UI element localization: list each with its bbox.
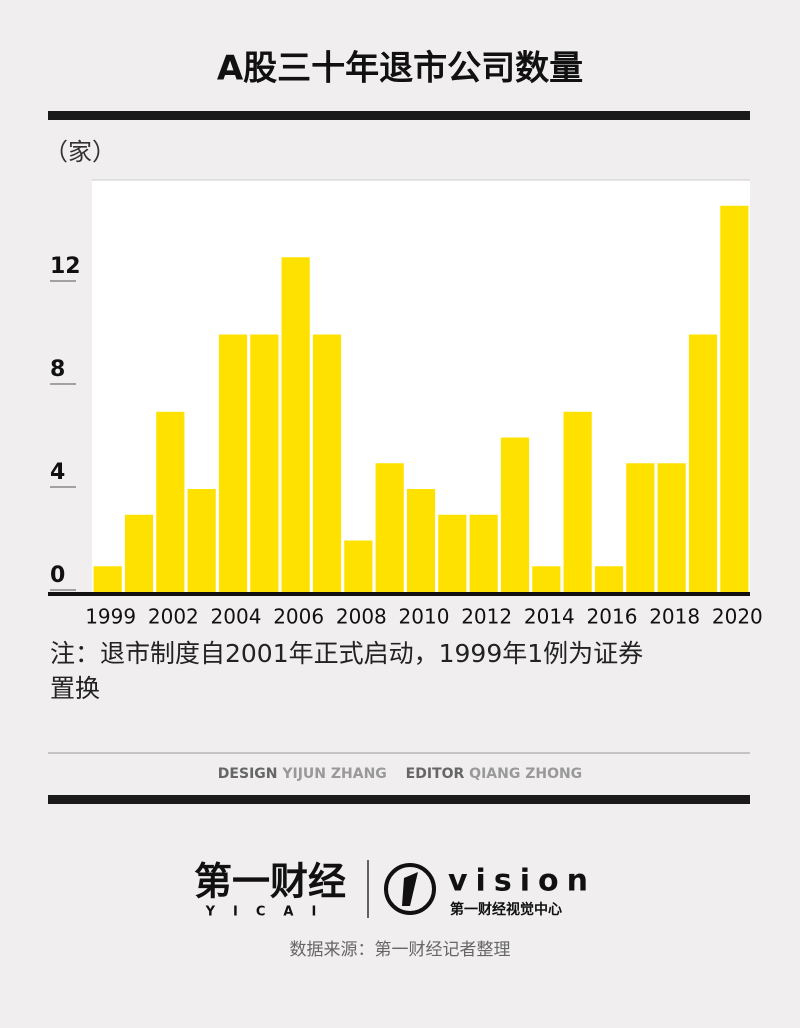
design-label: DESIGN bbox=[218, 766, 278, 782]
vision-logo: vision bbox=[448, 864, 596, 899]
bar bbox=[532, 566, 561, 592]
editor-label: EDITOR bbox=[406, 766, 465, 782]
bar bbox=[218, 334, 248, 592]
bar bbox=[626, 463, 655, 592]
source: 数据来源：第一财经记者整理 bbox=[290, 940, 511, 960]
note-2: 置换 bbox=[50, 674, 100, 703]
designer: YIJUN ZHANG bbox=[281, 766, 386, 782]
x-tick-label: 2020 bbox=[712, 605, 763, 629]
bar bbox=[657, 463, 686, 592]
editor: QIANG ZHONG bbox=[469, 766, 582, 782]
x-tick-label: 2008 bbox=[336, 605, 387, 629]
chart-title: A股三十年退市公司数量 bbox=[217, 49, 583, 89]
bar bbox=[156, 411, 185, 592]
vision-icon bbox=[384, 863, 436, 915]
brand-logo: 第一财经 bbox=[194, 860, 346, 904]
note-1: 注：退市制度自2001年正式启动，1999年1例为证券 bbox=[50, 639, 643, 668]
bar bbox=[281, 257, 310, 592]
y-tick-label: 8 bbox=[50, 357, 65, 382]
x-tick-label: 2018 bbox=[649, 605, 700, 629]
x-tick-label: 2002 bbox=[148, 605, 199, 629]
y-tick-label: 12 bbox=[50, 254, 81, 279]
bar bbox=[688, 334, 718, 592]
bar bbox=[563, 411, 592, 592]
bar bbox=[250, 334, 279, 592]
note: 注：退市制度自2001年正式启动，1999年1例为证券 bbox=[50, 639, 643, 668]
vision-icon-mark bbox=[402, 872, 418, 906]
x-tick-label: 2016 bbox=[587, 605, 638, 629]
bar bbox=[500, 437, 530, 592]
x-axis bbox=[48, 592, 750, 596]
y-axis-label: （家） bbox=[44, 138, 116, 166]
bar bbox=[93, 566, 122, 592]
x-tick-label: 2012 bbox=[461, 605, 512, 629]
x-tick-label: 2004 bbox=[211, 605, 262, 629]
brand-en: YICAI bbox=[205, 905, 335, 920]
bar bbox=[406, 489, 436, 592]
y-tick-label: 4 bbox=[50, 460, 65, 485]
footer-rule bbox=[48, 795, 750, 804]
bar bbox=[375, 463, 404, 592]
vision-sub: 第一财经视觉中心 bbox=[450, 901, 562, 918]
bar bbox=[344, 540, 373, 592]
x-tick-label: 2006 bbox=[273, 605, 324, 629]
credits: DESIGN YIJUN ZHANG EDITOR QIANG ZHONG bbox=[218, 766, 582, 782]
y-tick-label: 0 bbox=[50, 563, 65, 588]
bar bbox=[124, 514, 154, 592]
plot: 0 4 8 12 1999 2002 2004 2006 2008 2010 2012 2014 201… bbox=[48, 205, 763, 629]
bar bbox=[469, 514, 498, 592]
x-tick-label: 1999 bbox=[85, 605, 136, 629]
x-tick-label: 2010 bbox=[399, 605, 450, 629]
bar bbox=[187, 489, 216, 592]
bar bbox=[720, 205, 749, 592]
title-rule bbox=[48, 111, 750, 120]
bar bbox=[312, 334, 342, 592]
bar bbox=[594, 566, 624, 592]
bar bbox=[438, 514, 467, 592]
x-tick-label: 2014 bbox=[524, 605, 575, 629]
